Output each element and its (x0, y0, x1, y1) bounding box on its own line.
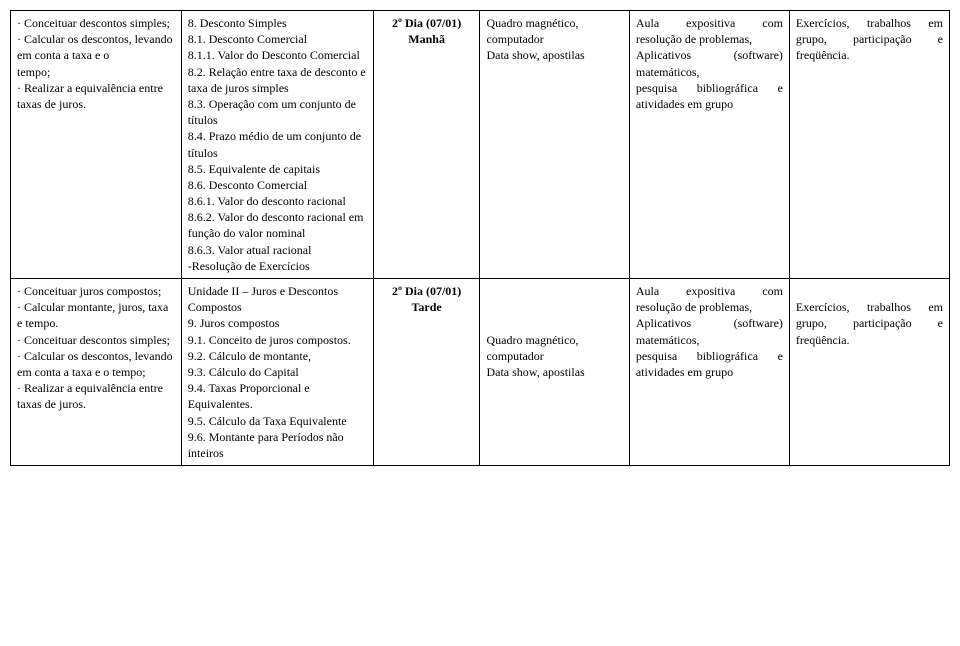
day-label: 2º Dia (07/01) (392, 16, 461, 30)
objectives-cell: · Conceituar descontos simples;· Calcula… (11, 11, 182, 279)
objectives-cell: · Conceituar juros compostos;· Calcular … (11, 279, 182, 466)
table-row: · Conceituar juros compostos;· Calcular … (11, 279, 950, 466)
table-row: · Conceituar descontos simples;· Calcula… (11, 11, 950, 279)
period-label: Tarde (412, 300, 442, 314)
resources-cell: Quadro magnético, computadorData show, a… (480, 11, 629, 279)
evaluation-cell: Exercícios, trabalhos em grupo, particip… (789, 279, 949, 466)
resources-cell: Quadro magnético, computadorData show, a… (480, 279, 629, 466)
schedule-cell: 2º Dia (07/01) Tarde (373, 279, 480, 466)
methodology-cell: Aula expositiva com resolução de problem… (629, 279, 789, 466)
evaluation-cell: Exercícios, trabalhos em grupo, particip… (789, 11, 949, 279)
content-cell: 8. Desconto Simples8.1. Desconto Comerci… (181, 11, 373, 279)
day-label: 2º Dia (07/01) (392, 284, 461, 298)
methodology-cell: Aula expositiva com resolução de problem… (629, 11, 789, 279)
period-label: Manhã (408, 32, 445, 46)
curriculum-table: · Conceituar descontos simples;· Calcula… (10, 10, 950, 466)
content-cell: Unidade II – Juros e Descontos Compostos… (181, 279, 373, 466)
schedule-cell: 2º Dia (07/01) Manhã (373, 11, 480, 279)
